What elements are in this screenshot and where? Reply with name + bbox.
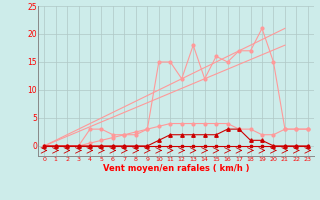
X-axis label: Vent moyen/en rafales ( km/h ): Vent moyen/en rafales ( km/h ) <box>103 164 249 173</box>
